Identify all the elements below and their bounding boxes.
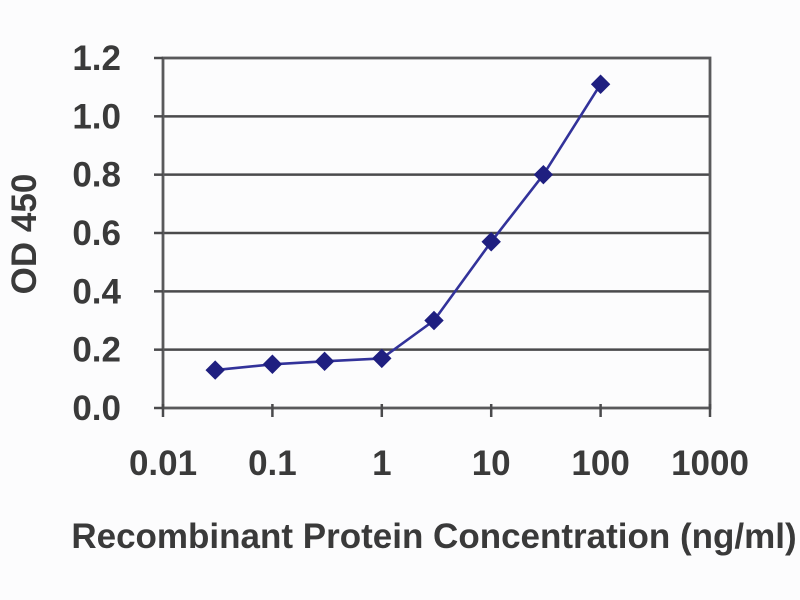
data-point-marker xyxy=(481,232,501,252)
series-line xyxy=(215,83,602,372)
y-axis-title: OD 450 xyxy=(5,174,44,295)
gridlines xyxy=(163,115,710,351)
data-point-marker xyxy=(262,354,283,374)
y-tick-label: 1.0 xyxy=(72,97,121,136)
y-tick-label: 0.8 xyxy=(72,156,121,195)
y-tick-label: 0.4 xyxy=(72,272,121,311)
data-point-marker xyxy=(424,310,444,331)
data-point-marker xyxy=(205,360,225,380)
data-series xyxy=(205,74,611,380)
data-point-marker xyxy=(314,351,335,372)
x-tick-label: 10 xyxy=(472,444,511,483)
x-tick-label: 100 xyxy=(571,444,629,483)
y-tick-label: 1.2 xyxy=(72,39,121,78)
axes xyxy=(154,56,712,417)
x-tick-label: 0.1 xyxy=(248,444,297,483)
x-tick-label: 1 xyxy=(372,444,391,483)
y-tick-label: 0.0 xyxy=(72,389,121,428)
tick-labels: 0.0 0.2 0.4 0.6 0.8 1.0 1.2 0.01 0.1 1 10 100 1000 xyxy=(72,39,749,483)
data-point-marker xyxy=(372,348,392,369)
x-tick-label: 0.01 xyxy=(129,444,197,483)
x-axis-title: Recombinant Protein Concentration (ng/ml… xyxy=(71,517,796,556)
data-point-marker xyxy=(533,164,554,185)
x-tick-label: 1000 xyxy=(671,444,749,483)
y-tick-label: 0.6 xyxy=(72,214,121,253)
y-tick-label: 0.2 xyxy=(72,331,121,370)
data-point-marker xyxy=(590,74,611,94)
